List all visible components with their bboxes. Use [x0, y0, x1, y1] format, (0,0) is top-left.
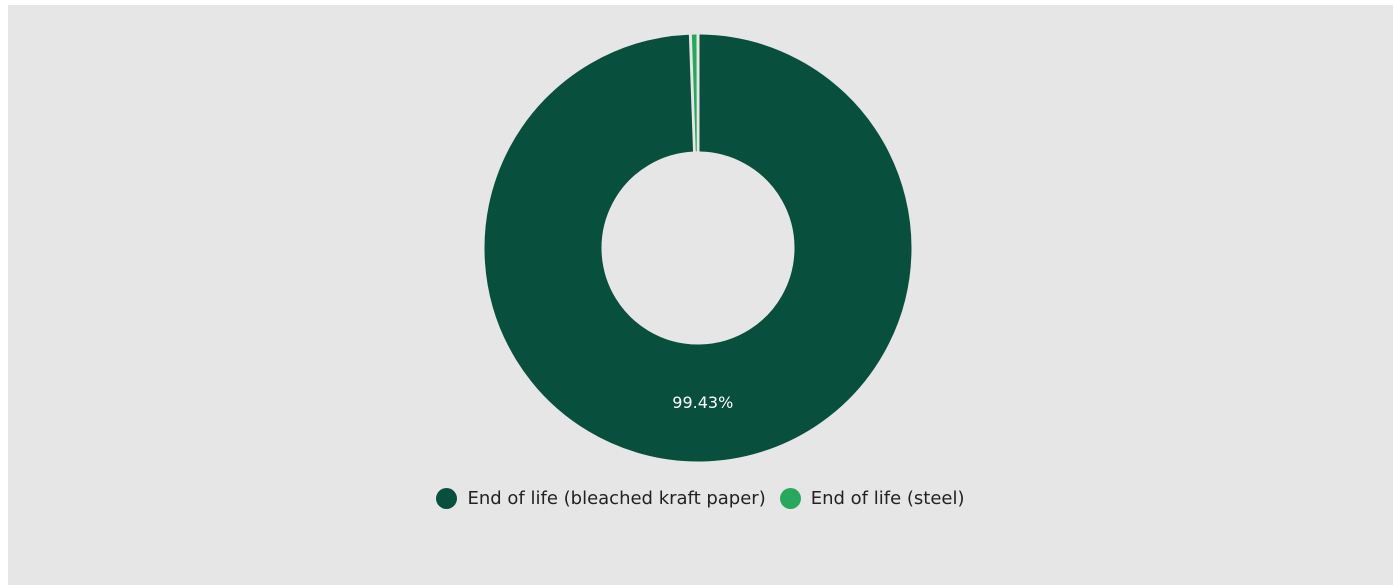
slice-data-label-0: 99.43%: [672, 393, 733, 412]
legend-item-bleached-kraft-paper[interactable]: End of life (bleached kraft paper): [436, 488, 766, 509]
legend-item-steel[interactable]: End of life (steel): [779, 488, 965, 509]
legend-swatch-bleached-kraft-paper: [436, 488, 458, 509]
chart-panel: 99.43% End of life (bleached kraft paper…: [8, 5, 1393, 585]
legend-label-steel: End of life (steel): [810, 488, 965, 509]
legend-label-bleached-kraft-paper: End of life (bleached kraft paper): [467, 488, 766, 509]
donut-slice-0[interactable]: [484, 34, 912, 462]
donut-chart: 99.43%: [484, 34, 912, 462]
donut-slice-1[interactable]: [691, 34, 697, 152]
legend: End of life (bleached kraft paper) End o…: [8, 488, 1393, 509]
legend-swatch-steel: [779, 488, 801, 509]
